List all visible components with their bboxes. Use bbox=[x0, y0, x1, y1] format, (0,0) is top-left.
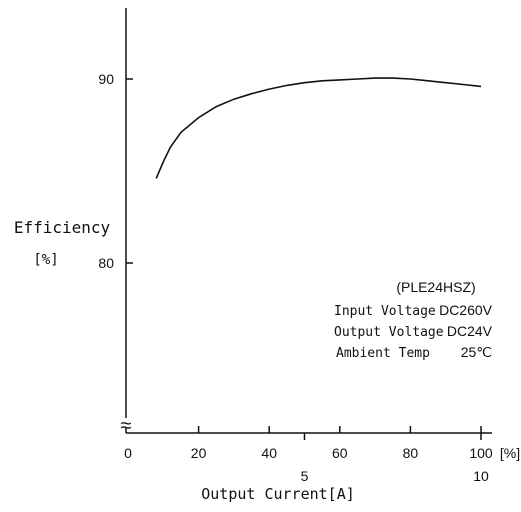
x-tick-label: 40 bbox=[261, 445, 277, 461]
x-tick-amps-label: 10 bbox=[473, 468, 489, 484]
model-label: (PLE24HSZ) bbox=[396, 279, 475, 295]
x-tick-amps-label: 5 bbox=[301, 468, 309, 484]
input-voltage-value: DC260V bbox=[439, 302, 493, 318]
y-ticks: 80 90 bbox=[98, 71, 133, 271]
y-axis-label-line2: [%] bbox=[33, 252, 58, 268]
x-unit-label: [%] bbox=[500, 445, 520, 461]
x-tick-label: 100 bbox=[469, 445, 493, 461]
input-voltage-label: Input Voltage bbox=[334, 304, 436, 319]
x-tick-label: 80 bbox=[403, 445, 419, 461]
x-tick-label: 20 bbox=[191, 445, 207, 461]
output-voltage-value: DC24V bbox=[447, 323, 493, 339]
output-voltage-label: Output Voltage bbox=[334, 325, 444, 340]
x-tick-label: 60 bbox=[332, 445, 348, 461]
x-tick-label: 0 bbox=[124, 445, 132, 461]
x-ticks-amps: 5 10 bbox=[301, 433, 489, 484]
axis-break-mark: ≈ bbox=[121, 415, 132, 437]
efficiency-curve bbox=[155, 77, 482, 179]
y-axis-label-line1: Efficiency bbox=[14, 218, 111, 237]
ambient-temp-label: Ambient Temp bbox=[336, 346, 430, 361]
y-tick-label: 90 bbox=[98, 71, 114, 87]
annotation-box: (PLE24HSZ) Input Voltage DC260V Output V… bbox=[334, 279, 493, 361]
x-axis-label: Output Current[A] bbox=[201, 485, 355, 503]
x-ticks: 0 20 40 60 80 100 bbox=[124, 426, 493, 461]
ambient-temp-value: 25℃ bbox=[461, 344, 492, 360]
y-tick-label: 80 bbox=[98, 255, 114, 271]
